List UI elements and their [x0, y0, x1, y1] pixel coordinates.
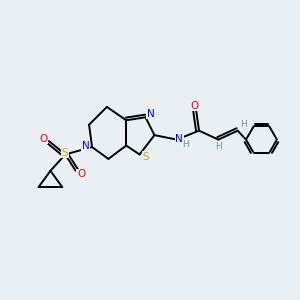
Text: N: N [175, 134, 183, 144]
Text: O: O [77, 169, 85, 179]
Text: H: H [216, 142, 222, 151]
Text: O: O [40, 134, 48, 144]
Text: O: O [190, 101, 199, 111]
Text: S: S [61, 148, 68, 158]
Text: S: S [143, 152, 149, 162]
Text: N: N [147, 109, 155, 119]
Text: H: H [240, 120, 246, 129]
Text: N: N [82, 140, 89, 151]
Text: H: H [182, 140, 189, 148]
